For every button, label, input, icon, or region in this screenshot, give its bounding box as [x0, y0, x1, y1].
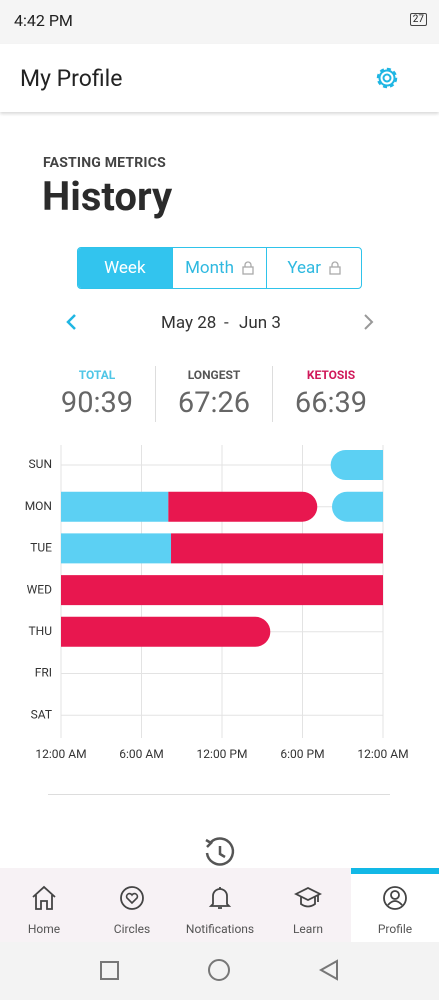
nav-label: Learn — [292, 922, 324, 936]
settings-button[interactable] — [372, 63, 402, 93]
active-indicator — [351, 868, 439, 874]
lock-icon — [329, 261, 341, 275]
x-tick-label: 12:00 AM — [35, 747, 86, 761]
x-tick-label: 6:00 AM — [119, 747, 163, 761]
bottom-nav: Home Circles Notifications Learn Profile — [0, 868, 439, 942]
tab-label: Week — [104, 258, 146, 278]
stat-label: TOTAL — [78, 368, 116, 382]
range-bar — [61, 616, 271, 647]
lock-icon — [242, 261, 254, 275]
x-tick-label: 6:00 PM — [280, 747, 324, 761]
range-separator: - — [224, 313, 229, 333]
divider — [272, 366, 273, 422]
nav-label: Home — [27, 922, 61, 936]
section-title: History — [42, 173, 173, 220]
y-tick-label: WED — [27, 582, 52, 596]
tab[interactable]: Month — [171, 248, 267, 288]
system-buttons — [100, 959, 338, 981]
x-tick-label: 12:00 AM — [357, 747, 408, 761]
nav-item[interactable]: Notifications — [176, 868, 264, 942]
tab-label: Year — [287, 258, 322, 278]
home-icon — [32, 885, 56, 910]
range-end: Jun 3 — [239, 313, 281, 333]
range-bar — [61, 575, 383, 606]
y-tick-label: SUN — [29, 457, 52, 471]
circles-icon — [120, 886, 144, 910]
range-bar — [330, 450, 383, 480]
tab[interactable]: Year — [266, 248, 361, 288]
bell-icon — [208, 887, 232, 909]
tab[interactable]: Week — [78, 248, 172, 288]
stat-value: 90:39 — [60, 386, 134, 420]
clock: 4:42 PM — [14, 11, 73, 30]
profile-icon — [383, 886, 407, 910]
x-tick-label: 12:00 PM — [197, 747, 248, 761]
y-tick-label: MON — [25, 499, 52, 513]
y-tick-label: FRI — [35, 666, 52, 680]
nav-label: Notifications — [185, 922, 255, 936]
stat-label: LONGEST — [187, 368, 241, 382]
period-tabs: Week Month Year — [77, 247, 362, 289]
stat-value: 66:39 — [294, 386, 368, 420]
divider — [155, 366, 156, 422]
nav-item[interactable]: Home — [0, 868, 88, 942]
system-nav — [0, 942, 439, 1000]
nav-item-active[interactable]: Profile — [351, 868, 439, 942]
section-kicker: FASTING METRICS — [43, 155, 166, 171]
tab-label: Month — [185, 258, 234, 278]
nav-label: Circles — [113, 922, 151, 936]
page-title: My Profile — [20, 65, 123, 92]
range-bar — [332, 491, 383, 522]
range-bar — [61, 491, 169, 522]
history-chart: 12:00 AM 6:00 AM 12:00 PM 6:00 PM 12:00 AM SU… — [25, 445, 409, 761]
nav-item[interactable]: Circles — [88, 868, 176, 942]
y-tick-label: THU — [28, 624, 52, 638]
status-bar: 4:42 PM 27 — [0, 0, 439, 44]
app-bar: My Profile — [0, 44, 439, 112]
y-tick-label: TUE — [30, 541, 52, 555]
y-tick-label: SAT — [31, 707, 52, 721]
refresh-button[interactable] — [202, 835, 238, 871]
divider — [48, 794, 390, 795]
nav-label: Profile — [377, 922, 413, 936]
stat-label: KETOSIS — [306, 368, 356, 382]
stat-value: 67:26 — [177, 386, 251, 420]
battery: 27 — [409, 13, 427, 26]
range-bar — [168, 491, 318, 522]
range-bar — [61, 533, 172, 564]
prev-week[interactable] — [64, 312, 80, 332]
range-start: May 28 — [161, 313, 217, 333]
range-bar — [171, 533, 383, 564]
learn-icon — [294, 886, 322, 908]
next-week[interactable] — [360, 312, 376, 332]
nav-item[interactable]: Learn — [264, 868, 352, 942]
